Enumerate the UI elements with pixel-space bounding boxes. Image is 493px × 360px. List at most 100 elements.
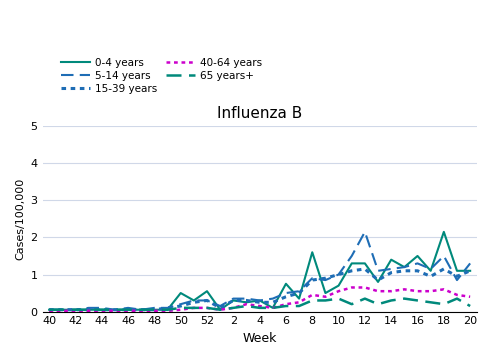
40-64 years (401, 287, 407, 292)
15-39 years (349, 269, 354, 273)
X-axis label: Week: Week (243, 332, 277, 345)
0-4 years (112, 307, 118, 312)
65 years+ (257, 306, 263, 310)
0-4 years (230, 298, 236, 303)
5-14 years (467, 261, 473, 266)
5-14 years (151, 306, 157, 310)
40-64 years (467, 294, 473, 299)
40-64 years (59, 309, 65, 313)
0-4 years (467, 269, 473, 273)
40-64 years (388, 289, 394, 293)
5-14 years (230, 296, 236, 301)
65 years+ (204, 306, 210, 310)
40-64 years (454, 293, 460, 297)
5-14 years (428, 267, 434, 271)
65 years+ (296, 304, 302, 308)
5-14 years (362, 230, 368, 234)
40-64 years (336, 289, 342, 293)
5-14 years (112, 307, 118, 312)
0-4 years (296, 296, 302, 301)
15-39 years (178, 304, 184, 308)
Line: 40-64 years: 40-64 years (49, 288, 470, 311)
15-39 years (204, 298, 210, 303)
0-4 years (309, 250, 315, 255)
0-4 years (86, 307, 92, 312)
65 years+ (112, 307, 118, 312)
0-4 years (415, 254, 421, 258)
40-64 years (165, 309, 171, 313)
15-39 years (86, 307, 92, 312)
40-64 years (191, 306, 197, 310)
5-14 years (454, 278, 460, 282)
40-64 years (151, 309, 157, 313)
Title: Influenza B: Influenza B (217, 106, 302, 121)
40-64 years (257, 304, 263, 308)
Line: 15-39 years: 15-39 years (49, 269, 470, 310)
15-39 years (165, 306, 171, 310)
0-4 years (336, 283, 342, 288)
5-14 years (86, 306, 92, 310)
65 years+ (309, 298, 315, 303)
15-39 years (388, 270, 394, 275)
65 years+ (388, 298, 394, 303)
15-39 years (322, 276, 328, 280)
40-64 years (244, 302, 249, 306)
15-39 years (401, 269, 407, 273)
65 years+ (349, 302, 354, 306)
5-14 years (217, 304, 223, 308)
5-14 years (191, 298, 197, 303)
5-14 years (441, 254, 447, 258)
40-64 years (230, 306, 236, 310)
65 years+ (283, 304, 289, 308)
5-14 years (72, 307, 78, 312)
5-14 years (204, 298, 210, 303)
40-64 years (441, 287, 447, 292)
40-64 years (217, 307, 223, 312)
15-39 years (112, 307, 118, 312)
15-39 years (151, 307, 157, 312)
0-4 years (454, 269, 460, 273)
Line: 0-4 years: 0-4 years (49, 232, 470, 310)
15-39 years (257, 300, 263, 305)
40-64 years (349, 285, 354, 290)
65 years+ (362, 296, 368, 301)
40-64 years (309, 293, 315, 297)
5-14 years (165, 306, 171, 310)
0-4 years (349, 261, 354, 266)
65 years+ (415, 298, 421, 303)
5-14 years (322, 278, 328, 282)
5-14 years (138, 307, 144, 312)
0-4 years (401, 265, 407, 269)
65 years+ (217, 307, 223, 312)
65 years+ (191, 306, 197, 310)
15-39 years (125, 307, 131, 312)
5-14 years (244, 296, 249, 301)
15-39 years (99, 307, 105, 312)
0-4 years (244, 300, 249, 305)
65 years+ (230, 306, 236, 310)
65 years+ (99, 307, 105, 312)
65 years+ (165, 307, 171, 312)
40-64 years (362, 285, 368, 290)
65 years+ (428, 300, 434, 305)
40-64 years (270, 306, 276, 310)
0-4 years (46, 307, 52, 312)
15-39 years (375, 278, 381, 282)
40-64 years (72, 309, 78, 313)
0-4 years (59, 307, 65, 312)
15-39 years (336, 273, 342, 277)
5-14 years (270, 296, 276, 301)
15-39 years (270, 300, 276, 305)
40-64 years (204, 306, 210, 310)
40-64 years (46, 309, 52, 313)
0-4 years (125, 307, 131, 312)
5-14 years (349, 254, 354, 258)
5-14 years (257, 298, 263, 303)
5-14 years (375, 269, 381, 273)
0-4 years (388, 257, 394, 262)
15-39 years (428, 274, 434, 279)
15-39 years (296, 291, 302, 295)
5-14 years (59, 307, 65, 312)
65 years+ (46, 307, 52, 312)
65 years+ (467, 304, 473, 308)
